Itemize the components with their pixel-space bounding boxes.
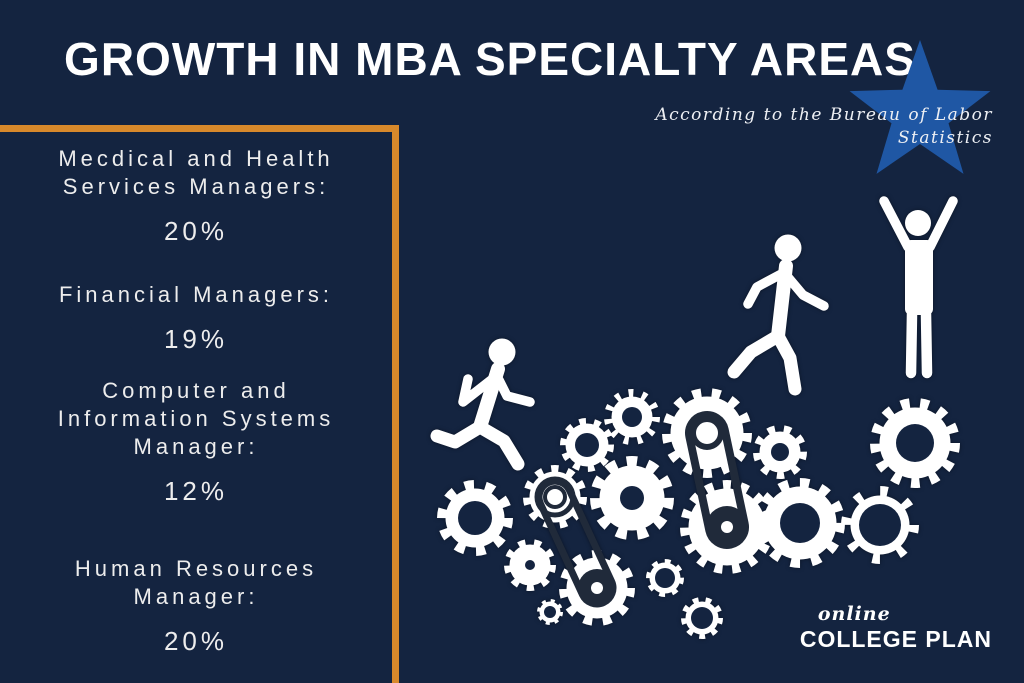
- stat-label: Mecdical and Health Services Managers:: [58, 146, 334, 200]
- stat-value: 12%: [163, 476, 229, 507]
- online-college-plan-logo: online COLLEGE PLAN: [800, 603, 992, 653]
- page-title: GROWTH IN MBA SPECIALTY AREAS: [64, 33, 916, 85]
- stat-label: Computer and Information Systems Manager…: [57, 378, 335, 460]
- stat-value: 19%: [163, 324, 229, 355]
- stat-label: Financial Managers:: [58, 282, 334, 307]
- attribution-text: According to the Bureau of Labor Statist…: [573, 104, 993, 150]
- stat-medical-health: Mecdical and Health Services Managers: 2…: [0, 145, 392, 247]
- stat-financial: Financial Managers: 19%: [0, 281, 392, 355]
- stat-computer-info-systems: Computer and Information Systems Manager…: [0, 377, 392, 507]
- stat-human-resources: Human Resources Manager: 20%: [0, 555, 392, 657]
- stat-value: 20%: [163, 216, 229, 247]
- attribution-line2: Statistics: [897, 127, 993, 148]
- stat-label: Human Resources Manager:: [74, 556, 318, 610]
- logo-name-text: COLLEGE PLAN: [799, 626, 992, 652]
- logo-script-text: online: [817, 603, 891, 625]
- attribution-line1: According to the Bureau of Labor: [655, 105, 993, 125]
- stat-value: 20%: [163, 626, 229, 657]
- stats-panel: Mecdical and Health Services Managers: 2…: [0, 125, 399, 683]
